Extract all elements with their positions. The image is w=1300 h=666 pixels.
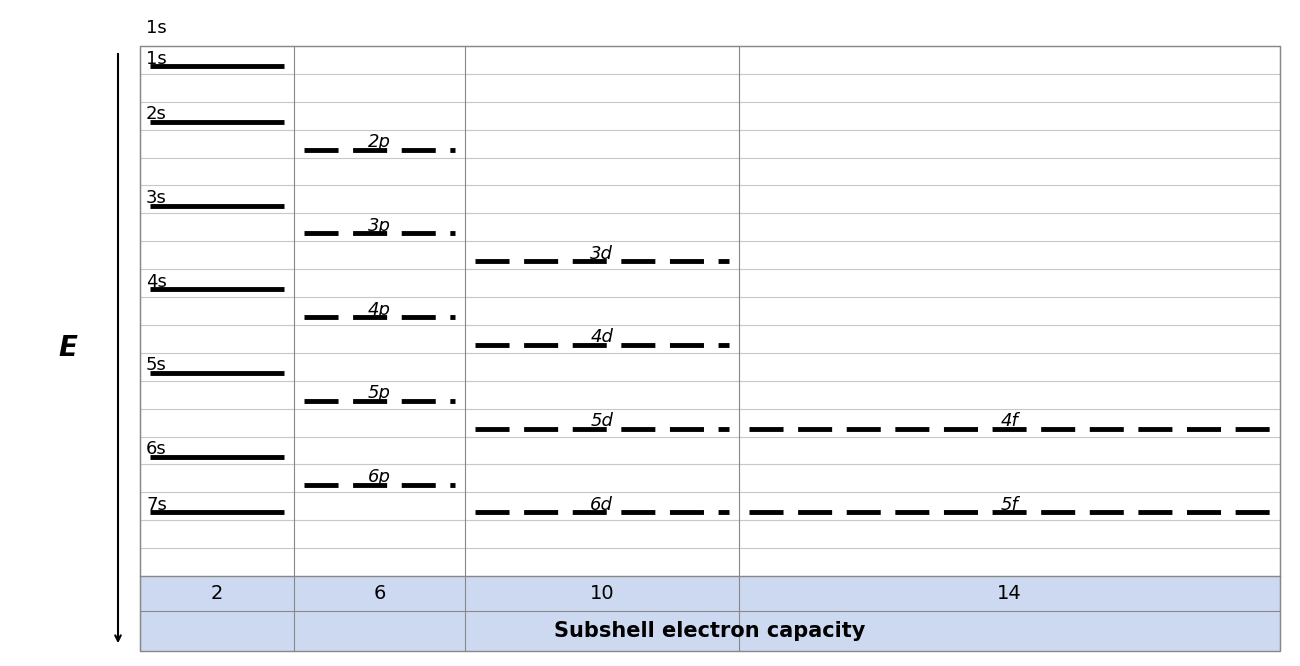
Bar	[140, 576, 1280, 651]
Text: 2p: 2p	[368, 133, 391, 151]
Text: 5d: 5d	[590, 412, 614, 430]
Text: Subshell electron capacity: Subshell electron capacity	[554, 621, 866, 641]
Text: 7s: 7s	[146, 496, 166, 514]
Text: 1s: 1s	[146, 49, 166, 67]
Text: 4s: 4s	[146, 272, 166, 291]
Text: 3p: 3p	[368, 217, 391, 235]
Text: 5s: 5s	[146, 356, 166, 374]
Text: 10: 10	[589, 584, 614, 603]
Text: 3s: 3s	[146, 189, 166, 207]
Text: 6s: 6s	[146, 440, 166, 458]
Text: 14: 14	[997, 584, 1022, 603]
Text: 2s: 2s	[146, 105, 166, 123]
Text: 6: 6	[373, 584, 386, 603]
Text: 4p: 4p	[368, 300, 391, 318]
Text: 3d: 3d	[590, 245, 614, 263]
Text: 6d: 6d	[590, 496, 614, 514]
Text: 2: 2	[211, 584, 224, 603]
Bar	[140, 576, 1280, 611]
Text: 4f: 4f	[1000, 412, 1018, 430]
Text: 5p: 5p	[368, 384, 391, 402]
Text: 1s: 1s	[146, 19, 166, 37]
Text: 4d: 4d	[590, 328, 614, 346]
Text: 6p: 6p	[368, 468, 391, 486]
Text: E: E	[58, 334, 78, 362]
Text: 5f: 5f	[1000, 496, 1018, 514]
Bar	[140, 46, 1280, 651]
